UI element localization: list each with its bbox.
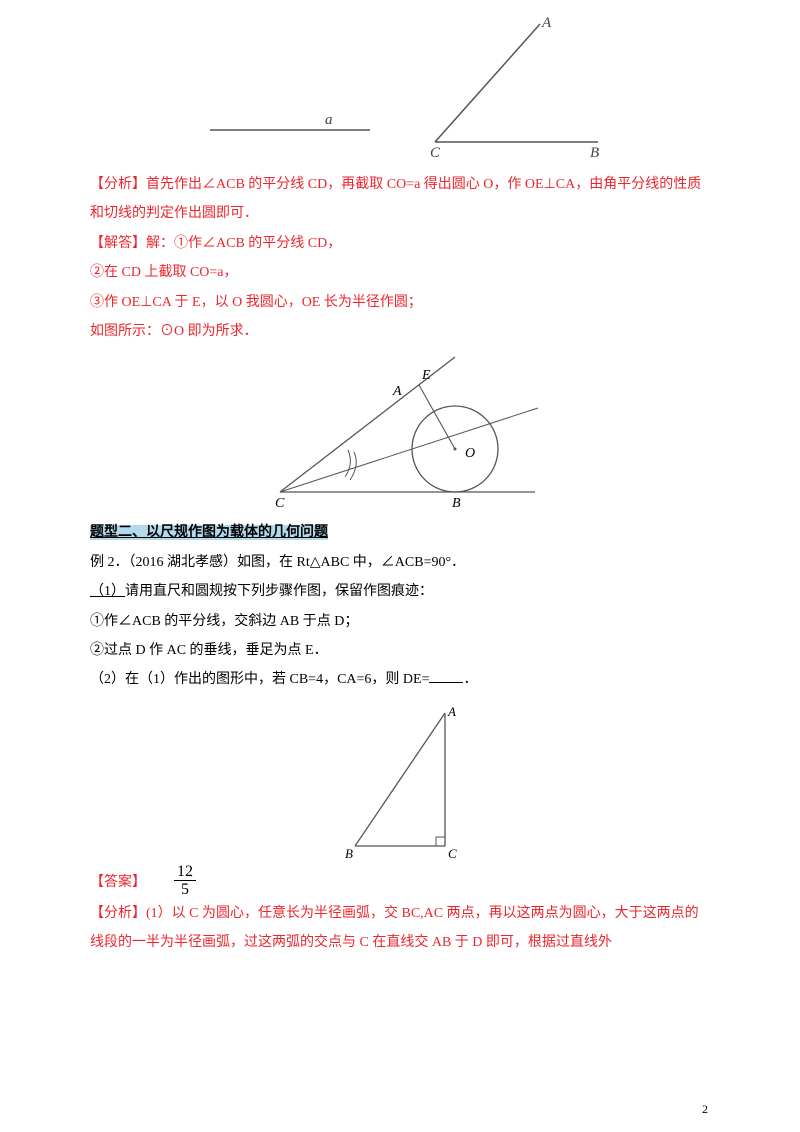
analysis-1-text: 首先作出∠ACB 的平分线 CD，再截取 CO=a 得出圆心 O，作 OE⊥CA… [90, 177, 701, 221]
solution-1-line1: 【解答】解：①作∠ACB 的平分线 CD， [90, 229, 710, 258]
ex2-part2-text: （2）在（1）作出的图形中，若 CB=4，CA=6，则 DE= [90, 672, 429, 687]
example-2-step2: ②过点 D 作 AC 的垂线，垂足为点 E． [90, 636, 710, 665]
blank-underline [429, 682, 463, 683]
figure-2: C B A E O [90, 352, 710, 512]
label-B3: B [345, 846, 353, 861]
figure-3: A B C [90, 701, 710, 861]
example-2-step1: ①作∠ACB 的平分线，交斜边 AB 于点 D； [90, 607, 710, 636]
example-2-part2: （2）在（1）作出的图形中，若 CB=4，CA=6，则 DE= ． [90, 665, 710, 694]
solution-1-label: 【解答】 [90, 236, 146, 251]
label-C2: C [275, 496, 285, 511]
ex2-part2-suffix: ． [463, 672, 477, 687]
label-O2: O [465, 446, 475, 461]
label-C3: C [448, 846, 457, 861]
solution-1-step3: ③作 OE⊥CA 于 E，以 O 我圆心，OE 长为半径作圆； [90, 288, 710, 317]
solution-1-step4: 如图所示：⊙O 即为所求． [90, 317, 710, 346]
page-number: 2 [702, 1097, 708, 1122]
label-A2: A [392, 384, 402, 399]
figure-3-svg: A B C [310, 701, 490, 861]
analysis-2-text: (1）以 C 为圆心，任意长为半径画弧，交 BC,AC 两点，再以这两点为圆心，… [90, 906, 699, 950]
analysis-2: 【分析】(1）以 C 为圆心，任意长为半径画弧，交 BC,AC 两点，再以这两点… [90, 899, 710, 958]
answer-label: 【答案】 [90, 868, 146, 897]
figure-2-svg: C B A E O [250, 352, 550, 512]
answer-fraction: 12 5 [174, 863, 196, 899]
label-A1: A [541, 15, 552, 31]
label-B1: B [590, 145, 599, 161]
answer-numerator: 12 [174, 863, 196, 882]
example-2-part1-intro: （1）请用直尺和圆规按下列步骤作图，保留作图痕迹： [90, 577, 710, 606]
label-E2: E [421, 368, 431, 383]
analysis-1: 【分析】首先作出∠ACB 的平分线 CD，再截取 CO=a 得出圆心 O，作 O… [90, 170, 710, 229]
answer-row: 【答案】 12 5 [90, 867, 710, 899]
figure-1-svg: a A C B [190, 14, 610, 164]
solution-1-step2: ②在 CD 上截取 CO=a， [90, 258, 710, 287]
section-2-title: 题型二、以尺规作图为载体的几何问题 [90, 525, 328, 540]
analysis-1-label: 【分析】 [90, 177, 146, 192]
ex2-num: （1 [90, 584, 111, 599]
answer-denominator: 5 [174, 881, 196, 899]
solution-1-intro: 解：①作∠ACB 的平分线 CD， [146, 236, 341, 251]
section-2-title-line: 题型二、以尺规作图为载体的几何问题 [90, 518, 710, 547]
ex2-paren: ） [111, 584, 125, 599]
label-B2: B [452, 496, 461, 511]
label-C1: C [430, 145, 441, 161]
example-2-prefix: 例 2．（2016 湖北孝感）如图，在 Rt△ABC 中，∠ACB=90°． [90, 548, 710, 577]
analysis-2-label: 【分析】 [90, 906, 146, 921]
figure-1: a A C B [90, 14, 710, 164]
label-a: a [325, 112, 333, 128]
label-A3: A [447, 704, 456, 719]
